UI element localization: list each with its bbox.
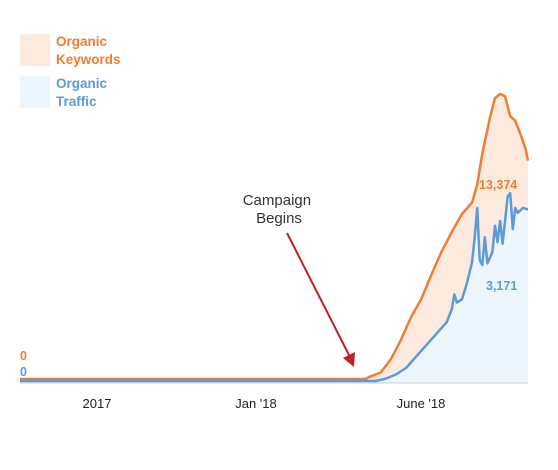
legend-label-organic-keywords: Organic Keywords bbox=[56, 34, 121, 67]
x-tick-label: Jan '18 bbox=[235, 396, 277, 411]
x-axis-ticks: 2017 Jan '18 June '18 bbox=[83, 396, 446, 411]
end-value-organic-traffic: 3,171 bbox=[486, 279, 517, 293]
legend-label-organic-keywords-line2: Keywords bbox=[56, 52, 121, 67]
legend-label-organic-keywords-line1: Organic bbox=[56, 34, 108, 49]
x-tick-label: 2017 bbox=[83, 396, 112, 411]
legend-swatch-organic-traffic bbox=[20, 76, 50, 108]
start-value-organic-traffic: 0 bbox=[20, 365, 27, 379]
value-labels: 0 0 13,374 3,171 bbox=[20, 178, 517, 379]
series-line-organic-traffic bbox=[20, 191, 529, 383]
legend-swatch-organic-keywords bbox=[20, 34, 50, 66]
legend-label-organic-traffic-line2: Traffic bbox=[56, 94, 97, 109]
legend-label-organic-traffic-line1: Organic bbox=[56, 76, 108, 91]
annotation-text: Campaign Begins bbox=[243, 192, 316, 227]
legend: Organic Keywords Organic Traffic bbox=[20, 34, 121, 109]
annotation: Campaign Begins bbox=[243, 192, 355, 367]
series-line-organic-keywords bbox=[20, 92, 530, 381]
series-layer bbox=[20, 92, 530, 383]
x-tick-label: June '18 bbox=[397, 396, 446, 411]
annotation-arrow-shaft bbox=[286, 232, 351, 358]
start-value-organic-keywords: 0 bbox=[20, 349, 27, 363]
annotation-arrow-head bbox=[343, 352, 355, 367]
annotation-line2: Begins bbox=[256, 210, 302, 227]
end-value-organic-keywords: 13,374 bbox=[479, 178, 517, 192]
legend-label-organic-traffic: Organic Traffic bbox=[56, 76, 111, 109]
annotation-line1: Campaign bbox=[243, 192, 311, 209]
